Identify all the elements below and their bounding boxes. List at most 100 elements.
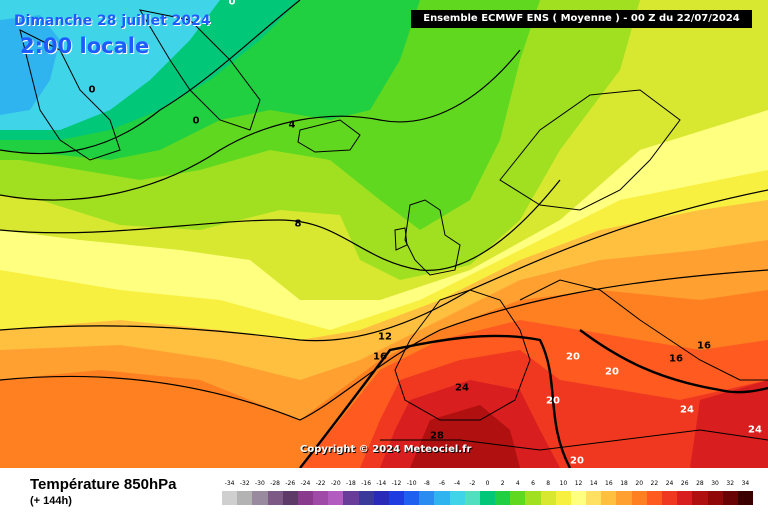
isotherm-label: 16 <box>697 340 711 352</box>
ireland-coast <box>394 227 408 251</box>
scale-swatch <box>328 491 344 505</box>
scale-swatch <box>510 491 526 505</box>
isotherm-label: 4 <box>288 119 296 131</box>
scale-swatch <box>419 491 435 505</box>
isotherm-label: 24 <box>455 382 469 394</box>
scale-swatch <box>252 491 268 505</box>
scale-swatch <box>601 491 617 505</box>
scale-tick-label: 2 <box>500 480 505 487</box>
scale-swatch <box>464 491 480 505</box>
isotherm-label: 20 <box>570 455 584 467</box>
iceland-coast <box>297 119 361 153</box>
scale-tick-label: -4 <box>454 480 461 487</box>
scale-swatch <box>677 491 693 505</box>
scale-tick-label: 22 <box>650 480 659 487</box>
scale-tick-label: -12 <box>391 480 402 487</box>
scale-swatch <box>267 491 283 505</box>
map-canvas <box>0 0 768 468</box>
greenland-east-coast <box>138 9 261 131</box>
scale-tick-label: -6 <box>438 480 445 487</box>
scale-tick-label: 32 <box>726 480 735 487</box>
isotherm-label: 12 <box>378 331 392 343</box>
scale-tick-label: 34 <box>741 480 750 487</box>
scale-tick-label: 28 <box>696 480 704 487</box>
isotherm-20-west <box>299 334 572 468</box>
scale-tick-label: 14 <box>589 480 598 487</box>
isotherm-label: 16 <box>669 353 683 365</box>
scale-swatch <box>555 491 571 505</box>
isotherm-8 <box>0 179 561 271</box>
isotherm-label: 20 <box>546 395 560 407</box>
scale-tick-label: 0 <box>485 480 490 487</box>
scale-swatch <box>707 491 723 505</box>
scale-tick-label: -16 <box>361 480 372 487</box>
scale-swatch <box>495 491 511 505</box>
scale-tick-label: 30 <box>711 480 719 487</box>
isotherm-16 <box>0 269 768 421</box>
scale-tick-label: -34 <box>224 480 235 487</box>
variable-title: Température 850hPa <box>30 476 177 493</box>
scale-swatch <box>631 491 647 505</box>
coastlines <box>19 9 768 451</box>
scale-tick-label: 6 <box>531 480 535 487</box>
isotherm-4 <box>0 49 521 201</box>
scale-swatch <box>282 491 298 505</box>
scale-tick-label: 4 <box>515 480 520 487</box>
isotherm-20-bold <box>299 329 768 468</box>
color-scale-ticks: -34 -32 -30 -28 -26 -24 -22 -20 -18 -16 -14 -12 -10-… <box>222 480 753 490</box>
band-m4 <box>0 0 220 130</box>
scale-swatch <box>434 491 450 505</box>
scandinavia-coast <box>499 89 681 211</box>
scale-swatch <box>570 491 587 505</box>
scale-tick-label: 26 <box>680 480 689 487</box>
scale-swatch <box>540 491 556 505</box>
isotherm-label: 0 <box>228 0 236 8</box>
isotherm-label: 24 <box>748 424 762 436</box>
legend-footer: Température 850hPa (+ 144h) -34 -32 -30 -28… <box>0 468 768 512</box>
scale-swatch <box>586 491 602 505</box>
scale-tick-label: -18 <box>346 480 356 487</box>
isotherm-label: 24 <box>680 404 694 416</box>
scale-tick-label: -26 <box>285 480 296 487</box>
scale-swatch <box>237 491 253 505</box>
scale-swatch <box>449 491 465 505</box>
scale-tick-label: -28 <box>270 480 280 487</box>
isotherm-label: 0 <box>192 115 200 127</box>
scale-tick-label: 12 <box>574 480 583 487</box>
scale-tick-label: 16 <box>605 480 613 487</box>
scale-tick-label: 18 <box>620 480 628 487</box>
scale-swatch <box>479 491 496 505</box>
scale-tick-label: -20 <box>330 480 341 487</box>
isotherm-0 <box>0 0 301 155</box>
scale-tick-label: 20 <box>635 480 644 487</box>
isotherm-label: 16 <box>373 351 387 363</box>
mediterranean-north-coast <box>519 279 768 381</box>
scale-swatch <box>525 491 541 505</box>
scale-swatch <box>297 491 314 505</box>
scale-swatch <box>358 491 374 505</box>
scale-tick-label: -24 <box>300 480 311 487</box>
band-m6 <box>0 15 60 115</box>
iberia-coast <box>394 289 531 421</box>
scale-swatch <box>692 491 708 505</box>
scale-swatch <box>661 491 678 505</box>
north-africa-coast <box>380 429 768 451</box>
scale-swatch <box>373 491 389 505</box>
isotherm-12 <box>0 189 768 342</box>
greenland-coast <box>19 29 121 161</box>
scale-tick-label: -8 <box>423 480 430 487</box>
scale-tick-label: -30 <box>255 480 265 487</box>
britain-coast <box>404 199 461 276</box>
band-28 <box>410 405 520 468</box>
scale-swatch <box>313 491 329 505</box>
scale-tick-label: -10 <box>406 480 417 487</box>
isotherm-label: 28 <box>430 430 444 442</box>
scale-tick-label: -22 <box>315 480 326 487</box>
scale-tick-label: -14 <box>376 480 387 487</box>
scale-tick-label: 24 <box>665 480 674 487</box>
model-run-header: Ensemble ECMWF ENS ( Moyenne ) - 00 Z du… <box>411 10 752 28</box>
isotherm-label: 20 <box>566 351 580 363</box>
scale-swatch <box>646 491 662 505</box>
isotherm-label: 20 <box>605 366 619 378</box>
scale-swatch <box>388 491 405 505</box>
